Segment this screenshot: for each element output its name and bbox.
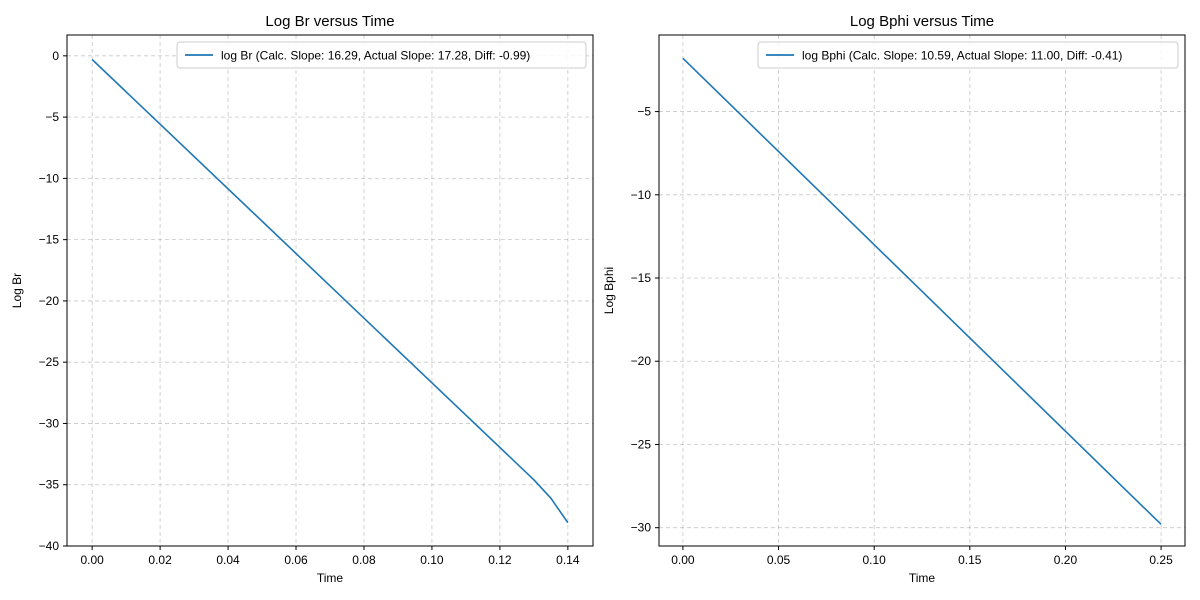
y-tick-label: −35 [39,478,60,492]
x-tick-label: 0.14 [556,553,580,567]
plot-frame [66,34,594,547]
legend-box [176,41,587,69]
y-tick-label: −25 [631,437,652,451]
chart-log-br: 0.00 0.02 0.04 0.06 0.08 0.10 0.12 0.14 0 −5 −10 −1… [10,13,594,585]
x-tick-label: 0.00 [80,553,104,567]
series-line [682,57,1162,525]
x-tick-label: 0.00 [671,553,695,567]
chart-log-bphi: 0.00 0.05 0.10 0.15 0.20 0.25 −5 −10 −15 −20 −25 −3… [602,13,1186,585]
y-axis-label: Log Br [10,273,24,308]
y-tick-label: −40 [39,539,60,553]
x-tick-label: 0.02 [148,553,172,567]
legend-box [757,41,1179,69]
y-tick-label: −20 [631,354,652,368]
y-axis-label: Log Bphi [602,267,616,314]
y-tick-label: −10 [631,188,652,202]
y-tick-label: −15 [39,233,60,247]
y-tick-label: −10 [39,171,60,185]
y-tick-label: −5 [637,105,651,119]
x-tick-label: 0.06 [284,553,308,567]
y-tick-label: −30 [631,521,652,535]
x-tick-label: 0.12 [488,553,512,567]
chart-title: Log Bphi versus Time [850,13,994,30]
y-tick-label: 0 [52,49,59,63]
plot-frame [658,34,1186,547]
y-tick-label: −15 [631,271,652,285]
x-tick-label: 0.08 [352,553,376,567]
legend-label: log Bphi (Calc. Slope: 10.59, Actual Slo… [802,49,1122,63]
chart-title: Log Br versus Time [265,13,394,30]
x-tick-label: 0.20 [1054,553,1078,567]
x-tick-label: 0.05 [767,553,791,567]
y-tick-label: −25 [39,355,60,369]
y-tick-label: −5 [45,110,59,124]
x-axis-label: Time [909,571,936,585]
y-tick-label: −30 [39,416,60,430]
x-tick-label: 0.10 [863,553,887,567]
x-tick-label: 0.15 [958,553,982,567]
x-tick-label: 0.04 [216,553,240,567]
x-axis-label: Time [317,571,344,585]
x-tick-label: 0.25 [1149,553,1173,567]
x-tick-label: 0.10 [420,553,444,567]
series-line [91,58,569,524]
legend-label: log Br (Calc. Slope: 16.29, Actual Slope… [221,49,530,63]
y-tick-label: −20 [39,294,60,308]
